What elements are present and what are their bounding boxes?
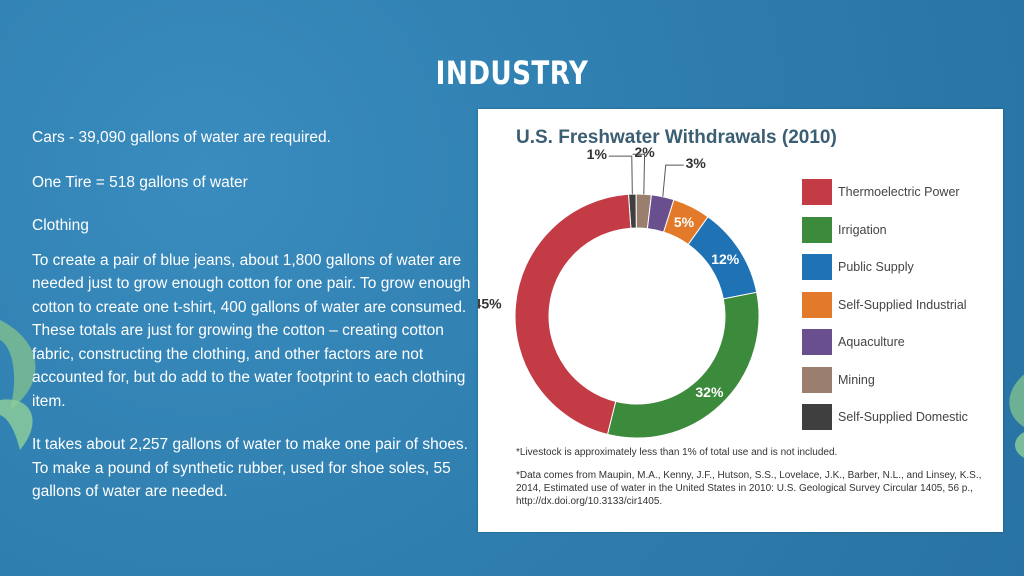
legend-label: Irrigation <box>838 222 887 237</box>
paragraph-tire: One Tire = 518 gallons of water <box>32 173 248 191</box>
slice-label: 3% <box>686 155 707 171</box>
paragraph-cars: Cars - 39,090 gallons of water are requi… <box>32 129 331 146</box>
legend-item: Thermoelectric Power <box>802 179 1002 205</box>
paragraph-clothing-heading: Clothing <box>32 217 89 234</box>
legend-label: Public Supply <box>838 260 914 274</box>
donut-chart: 1% 2% 3% 5% 12% 32% 45% <box>478 144 760 439</box>
legend-swatch <box>802 179 832 205</box>
leaf-left-icon <box>0 320 36 450</box>
legend-label: Mining <box>838 372 875 387</box>
slice-thermoelectric-power <box>514 193 632 435</box>
paragraph-shoes: It takes about 2,257 gallons of water to… <box>32 436 468 500</box>
legend-swatch <box>802 254 832 280</box>
leaf-right-icon <box>1009 374 1024 458</box>
slice-label: 32% <box>695 384 724 400</box>
legend-item: Public Supply <box>802 254 1002 280</box>
legend-item: Irrigation <box>802 216 1002 243</box>
text-column: Cars - 39,090 gallons of water are requi… <box>32 126 472 504</box>
chart-card: U.S. Freshwater Withdrawals (2010) 1% 2% 3… <box>478 109 1003 532</box>
note-source: *Data comes from Maupin, M.A., Kenny, J.… <box>516 470 982 507</box>
note-livestock: *Livestock is approximately less than 1%… <box>516 447 838 458</box>
leader-line <box>608 155 633 195</box>
slice-label: 2% <box>634 144 655 160</box>
slice-label: 12% <box>711 251 740 267</box>
legend-label: Self-Supplied Industrial <box>838 297 967 312</box>
legend-label: Self-Supplied Domestic <box>838 410 968 424</box>
legend-item: Mining <box>802 366 1002 393</box>
legend-swatch <box>802 404 832 430</box>
leader-line <box>632 153 646 195</box>
legend-label: Thermoelectric Power <box>838 185 960 199</box>
slide-title: INDUSTRY <box>435 54 589 92</box>
leader-line <box>662 164 684 197</box>
legend-item: Self-Supplied Industrial <box>802 291 1002 318</box>
slice-label: 1% <box>587 146 608 162</box>
slice-irrigation <box>606 291 760 439</box>
chart-title: U.S. Freshwater Withdrawals (2010) <box>516 127 837 148</box>
paragraph-clothing: To create a pair of blue jeans, about 1,… <box>32 251 471 410</box>
legend-label: Aquaculture <box>838 335 905 349</box>
slice-label: 5% <box>674 214 695 230</box>
chart-notes: *Livestock is approximately less than 1%… <box>516 446 986 518</box>
legend-swatch <box>802 329 832 355</box>
legend-swatch <box>802 291 832 318</box>
legend-item: Aquaculture <box>802 329 1002 355</box>
legend-item: Self-Supplied Domestic <box>802 404 1002 430</box>
legend-swatch <box>802 216 832 243</box>
legend-swatch <box>802 366 832 393</box>
slice-label: 45% <box>478 295 502 311</box>
